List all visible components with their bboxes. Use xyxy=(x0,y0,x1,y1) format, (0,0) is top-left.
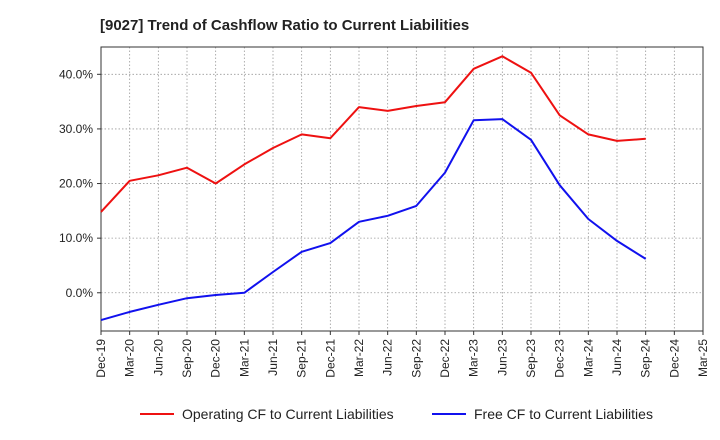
x-tick-label: Dec-19 xyxy=(94,339,108,378)
x-tick-label: Jun-22 xyxy=(381,339,395,376)
grid xyxy=(100,47,704,331)
x-tick-label: Sep-20 xyxy=(180,339,194,378)
legend-label: Operating CF to Current Liabilities xyxy=(182,406,394,422)
x-tick-label: Mar-25 xyxy=(696,339,710,377)
y-axis: 0.0% 10.0% 20.0% 30.0% 40.0% xyxy=(59,67,101,300)
x-tick-label: Dec-20 xyxy=(209,339,223,378)
x-tick-label: Jun-24 xyxy=(610,339,624,376)
y-tick-label: 40.0% xyxy=(59,67,93,81)
x-tick-label: Mar-24 xyxy=(581,339,595,377)
y-tick-label: 20.0% xyxy=(59,177,93,191)
x-tick-label: Jun-23 xyxy=(495,339,509,376)
x-tick-label: Dec-22 xyxy=(438,339,452,378)
x-tick-label: Dec-24 xyxy=(667,339,681,378)
x-tick-label: Jun-21 xyxy=(266,339,280,376)
x-tick-label: Dec-21 xyxy=(323,339,337,378)
series-group xyxy=(100,55,647,322)
x-tick-label: Jun-20 xyxy=(151,339,165,376)
x-tick-label: Sep-24 xyxy=(639,339,653,378)
x-tick-label: Mar-21 xyxy=(237,339,251,377)
x-tick-label: Sep-23 xyxy=(524,339,538,378)
legend-label: Free CF to Current Liabilities xyxy=(474,406,653,422)
y-tick-label: 10.0% xyxy=(59,231,93,245)
series-line-2 xyxy=(100,118,647,322)
x-tick-label: Sep-21 xyxy=(295,339,309,378)
x-tick-label: Sep-22 xyxy=(409,339,423,378)
chart-title: [9027] Trend of Cashflow Ratio to Curren… xyxy=(100,17,469,34)
x-axis: Dec-19 Mar-20 Jun-20 Sep-20 Dec-20 Mar-21 Jun-… xyxy=(94,331,710,378)
x-tick-label: Dec-23 xyxy=(553,339,567,378)
x-tick-label: Mar-20 xyxy=(123,339,137,377)
y-tick-label: 30.0% xyxy=(59,122,93,136)
legend: Operating CF to Current Liabilities Free … xyxy=(140,406,653,422)
y-tick-label: 0.0% xyxy=(66,286,94,300)
x-tick-label: Mar-23 xyxy=(467,339,481,377)
series-line-1 xyxy=(100,55,646,213)
x-tick-label: Mar-22 xyxy=(352,339,366,377)
plot-area xyxy=(100,46,704,332)
